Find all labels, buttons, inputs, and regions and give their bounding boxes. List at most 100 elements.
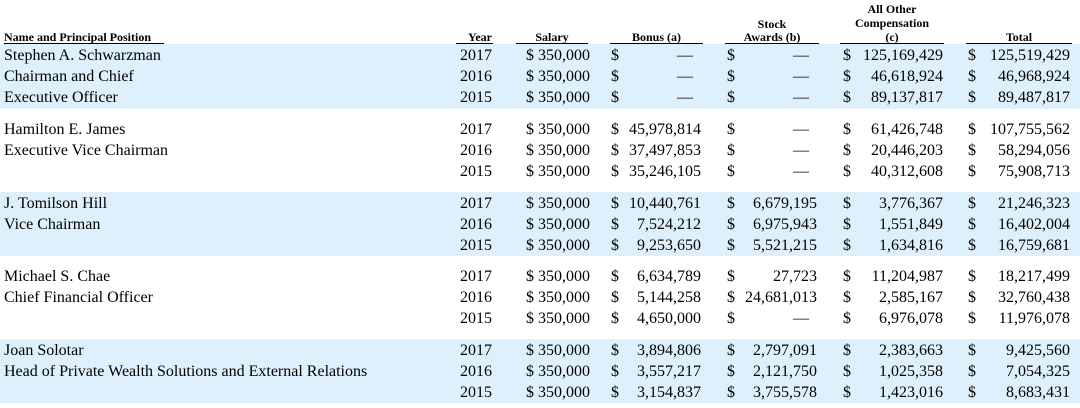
bonus-cell: 5,144,258 — [637, 289, 701, 306]
total-cell: 8,683,431 — [1006, 384, 1070, 401]
other-comp-cell: 40,312,608 — [871, 163, 943, 180]
bonus-cell: — — [677, 89, 693, 106]
bonus-dollar-sign: $ — [611, 89, 619, 106]
header-stock-underline — [725, 43, 819, 44]
total-dollar-sign: $ — [968, 68, 976, 85]
other-comp-dollar-sign: $ — [843, 268, 851, 285]
salary-cell: $ 350,000 — [526, 237, 590, 254]
stock-awards-cell: — — [793, 121, 809, 138]
bonus-dollar-sign: $ — [611, 289, 619, 306]
row-label: Head of Private Wealth Solutions and Ext… — [4, 363, 368, 380]
stock-awards-cell: 2,121,750 — [753, 363, 817, 380]
bonus-dollar-sign: $ — [611, 195, 619, 212]
other-comp-cell: 11,204,987 — [871, 268, 943, 285]
bonus-dollar-sign: $ — [611, 268, 619, 285]
total-cell: 16,402,004 — [998, 216, 1070, 233]
stock-awards-cell: 6,975,943 — [753, 216, 817, 233]
total-dollar-sign: $ — [968, 163, 976, 180]
salary-cell: $ 350,000 — [526, 289, 590, 306]
other-comp-cell: 1,634,816 — [879, 237, 943, 254]
bonus-dollar-sign: $ — [611, 237, 619, 254]
stock-dollar-sign: $ — [727, 216, 735, 233]
salary-cell: $ 350,000 — [526, 216, 590, 233]
total-cell: 32,760,438 — [998, 289, 1070, 306]
total-dollar-sign: $ — [968, 268, 976, 285]
total-dollar-sign: $ — [968, 289, 976, 306]
year-cell: 2016 — [460, 216, 492, 233]
bonus-cell: — — [677, 68, 693, 85]
table-row: Vice Chairman 2016 $ 350,000 $7,524,212 $6,9… — [0, 214, 1080, 235]
salary-cell: $ 350,000 — [526, 384, 590, 401]
other-comp-dollar-sign: $ — [843, 89, 851, 106]
total-dollar-sign: $ — [968, 195, 976, 212]
other-comp-dollar-sign: $ — [843, 342, 851, 359]
other-comp-cell: 89,137,817 — [871, 89, 943, 106]
total-cell: 58,294,056 — [998, 142, 1070, 159]
header-stock-line2: Awards (b) — [743, 30, 801, 44]
row-band-solotar — [0, 339, 1080, 403]
other-comp-dollar-sign: $ — [843, 289, 851, 306]
salary-cell: $ 350,000 — [526, 163, 590, 180]
other-comp-cell: 125,169,429 — [863, 47, 943, 64]
year-cell: 2015 — [460, 163, 492, 180]
other-comp-cell: 1,551,849 — [879, 216, 943, 233]
table-row: Executive Vice Chairman 2016 $ 350,000 $37,… — [0, 140, 1080, 161]
header-other-line2: Compensation — [854, 16, 929, 30]
stock-awards-cell: — — [793, 89, 809, 106]
header-total: Total — [1005, 30, 1033, 44]
other-comp-dollar-sign: $ — [843, 121, 851, 138]
bonus-cell: 37,497,853 — [629, 142, 701, 159]
row-label: Joan Solotar — [4, 342, 84, 359]
bonus-cell: 7,524,212 — [637, 216, 701, 233]
other-comp-dollar-sign: $ — [843, 68, 851, 85]
year-cell: 2015 — [460, 89, 492, 106]
other-comp-dollar-sign: $ — [843, 310, 851, 327]
total-cell: 46,968,924 — [998, 68, 1070, 85]
other-comp-cell: 20,446,203 — [871, 142, 943, 159]
table-row: Head of Private Wealth Solutions and Ext… — [0, 361, 1080, 382]
stock-dollar-sign: $ — [727, 384, 735, 401]
other-comp-dollar-sign: $ — [843, 142, 851, 159]
header-total-underline — [966, 43, 1072, 44]
header-bonus: Bonus (a) — [631, 30, 681, 44]
header-stock-line1: Stock — [757, 17, 787, 31]
year-cell: 2015 — [460, 384, 492, 401]
bonus-dollar-sign: $ — [611, 142, 619, 159]
stock-dollar-sign: $ — [727, 47, 735, 64]
other-comp-dollar-sign: $ — [843, 47, 851, 64]
salary-cell: $ 350,000 — [526, 68, 590, 85]
salary-cell: $ 350,000 — [526, 342, 590, 359]
salary-cell: $ 350,000 — [526, 47, 590, 64]
table-row: Executive Officer 2015 $ 350,000 $ — $ — $89,13… — [0, 87, 1080, 108]
header-other-underline — [840, 43, 944, 44]
stock-dollar-sign: $ — [727, 142, 735, 159]
stock-dollar-sign: $ — [727, 363, 735, 380]
other-comp-cell: 3,776,367 — [879, 195, 943, 212]
stock-awards-cell: — — [793, 163, 809, 180]
total-cell: 75,908,713 — [998, 163, 1070, 180]
total-dollar-sign: $ — [968, 363, 976, 380]
total-cell: 107,755,562 — [990, 121, 1070, 138]
row-label: Executive Vice Chairman — [4, 142, 169, 159]
total-dollar-sign: $ — [968, 121, 976, 138]
stock-dollar-sign: $ — [727, 268, 735, 285]
salary-cell: $ 350,000 — [526, 310, 590, 327]
bonus-dollar-sign: $ — [611, 121, 619, 138]
other-comp-dollar-sign: $ — [843, 216, 851, 233]
stock-awards-cell: — — [793, 68, 809, 85]
row-band-hill — [0, 192, 1080, 256]
bonus-dollar-sign: $ — [611, 384, 619, 401]
total-dollar-sign: $ — [968, 384, 976, 401]
row-label: Chairman and Chief — [4, 68, 134, 85]
stock-awards-cell: — — [793, 142, 809, 159]
stock-awards-cell: 6,679,195 — [753, 195, 817, 212]
other-comp-dollar-sign: $ — [843, 237, 851, 254]
other-comp-cell: 1,025,358 — [879, 363, 943, 380]
row-label: Chief Financial Officer — [4, 289, 153, 306]
stock-dollar-sign: $ — [727, 163, 735, 180]
bonus-cell: 3,894,806 — [637, 342, 701, 359]
stock-dollar-sign: $ — [727, 342, 735, 359]
bonus-dollar-sign: $ — [611, 163, 619, 180]
salary-cell: $ 350,000 — [526, 142, 590, 159]
stock-dollar-sign: $ — [727, 310, 735, 327]
